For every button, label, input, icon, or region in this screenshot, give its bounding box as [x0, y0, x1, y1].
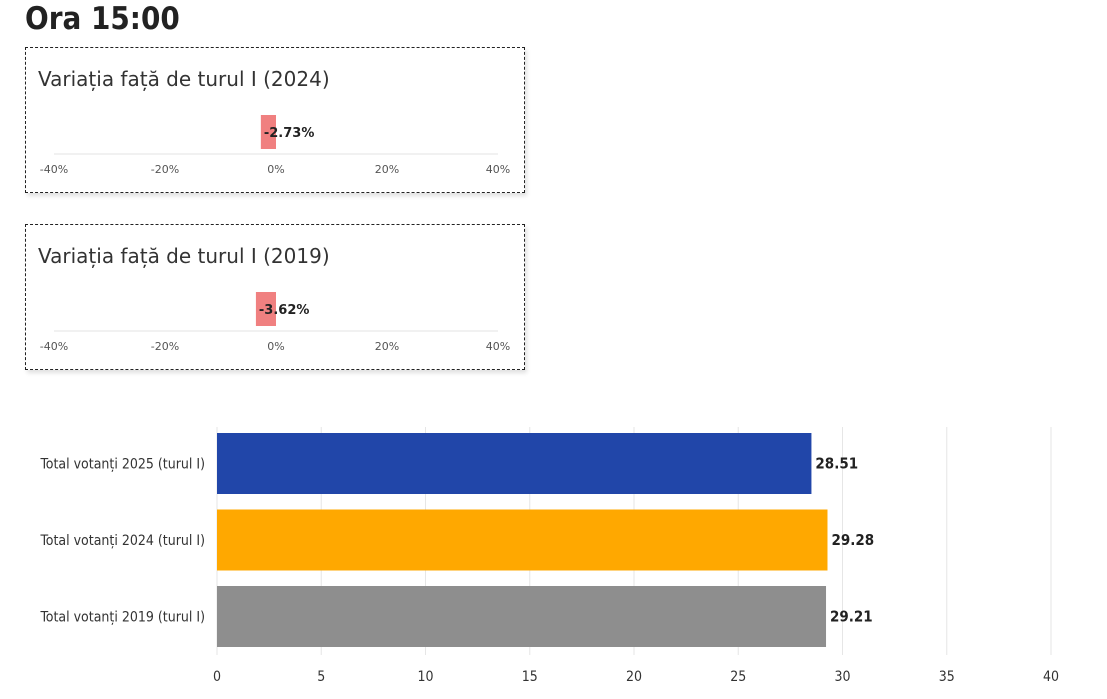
category-label: Total votanți 2024 (turul I)	[39, 533, 205, 549]
x-tick-label: 0%	[267, 163, 284, 176]
category-label: Total votanți 2025 (turul I)	[39, 457, 205, 473]
variation-bar	[255, 292, 276, 326]
bar	[217, 509, 828, 571]
x-tick-label: 20%	[375, 340, 399, 353]
x-tick-label: -40%	[40, 340, 68, 353]
variation-value-label: -3.62%	[259, 303, 310, 318]
variation-bar	[260, 115, 276, 149]
x-tick-label: 0	[213, 669, 221, 685]
x-tick-label: -20%	[151, 340, 179, 353]
x-tick-label: -40%	[40, 163, 68, 176]
page-title: Ora 15:00	[25, 1, 180, 37]
voter-turnout-bar-chart: 0 5 10 15 20 25 30 35 40 Total votanți 2025 (turu…	[39, 427, 1059, 685]
variation-card-2019: Variația față de turul I (2019) -40% -20%…	[25, 224, 525, 370]
x-tick-label: 25	[730, 669, 746, 685]
value-label: 28.51	[815, 455, 858, 473]
x-tick-label: 40%	[486, 163, 510, 176]
value-label: 29.21	[830, 608, 873, 626]
variation-chart-title: Variația față de turul I (2024)	[38, 67, 330, 91]
variation-chart-2024: -40% -20% 0% 20% 40% -2.73%	[40, 115, 510, 176]
x-tick-label: 10	[417, 669, 433, 685]
variation-chart-2019: -40% -20% 0% 20% 40% -3.62%	[40, 292, 510, 353]
x-tick-label: 40	[1043, 669, 1059, 685]
variation-value-label: -2.73%	[264, 126, 315, 141]
x-tick-label: 20%	[375, 163, 399, 176]
value-label: 29.28	[831, 531, 874, 549]
bar	[217, 586, 827, 647]
x-tick-label: 15	[522, 669, 538, 685]
x-tick-label: 30	[834, 669, 850, 685]
variation-card-2024: Variația față de turul I (2024) -40% -20%…	[25, 47, 525, 193]
x-tick-label: -20%	[151, 163, 179, 176]
x-tick-label: 35	[939, 669, 955, 685]
x-tick-label: 5	[317, 669, 325, 685]
variation-chart-title: Variația față de turul I (2019)	[38, 244, 330, 268]
x-tick-label: 0%	[267, 340, 284, 353]
bar	[217, 433, 812, 494]
x-tick-label: 20	[626, 669, 642, 685]
x-tick-label: 40%	[486, 340, 510, 353]
category-label: Total votanți 2019 (turul I)	[39, 610, 205, 626]
